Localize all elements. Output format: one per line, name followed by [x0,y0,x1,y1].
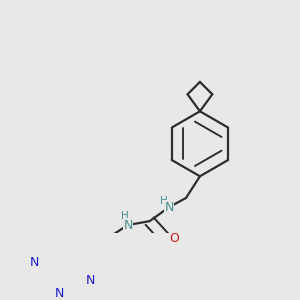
Text: N: N [123,218,133,232]
Text: O: O [169,232,179,245]
Text: H: H [121,211,129,221]
Text: N: N [30,256,39,268]
Text: N: N [85,274,95,287]
Text: H: H [160,196,168,206]
Text: N: N [164,201,174,214]
Text: N: N [55,286,64,300]
